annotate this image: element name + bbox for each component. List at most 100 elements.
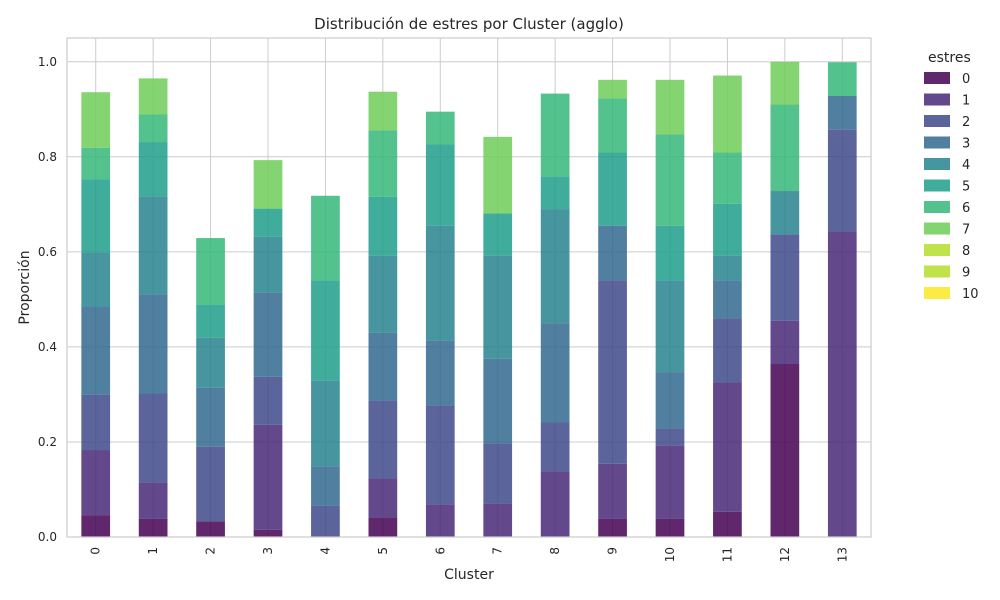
x-tick-label: 11	[720, 547, 734, 562]
x-tick-label: 8	[548, 547, 562, 555]
bar-segment-cluster-1-estres-0	[138, 518, 168, 537]
y-tick-label: 0.0	[38, 530, 57, 544]
bar-segment-cluster-10-estres-3	[655, 372, 685, 429]
bar-segment-cluster-8-estres-4	[540, 209, 570, 324]
bar-segment-cluster-8-estres-1	[540, 471, 570, 537]
bar-segment-cluster-5-estres-4	[368, 255, 398, 333]
legend-swatch	[924, 222, 950, 235]
bar-segment-cluster-4-estres-4	[311, 380, 340, 467]
bar-segment-cluster-12-estres-7	[770, 61, 800, 105]
bar-segment-cluster-0-estres-0	[81, 515, 111, 537]
bar-segment-cluster-9-estres-0	[598, 518, 627, 537]
legend-label: 2	[962, 115, 970, 130]
x-tick-label: 6	[433, 547, 447, 555]
legend-label: 8	[962, 244, 970, 259]
bar-segment-cluster-1-estres-1	[138, 482, 168, 519]
bar-segment-cluster-1-estres-5	[138, 142, 168, 197]
bar-segment-cluster-9-estres-2	[598, 280, 627, 464]
legend-label: 6	[962, 201, 970, 216]
bar-segment-cluster-3-estres-4	[253, 236, 283, 293]
bar-segment-cluster-13-estres-2	[827, 129, 857, 232]
bar-segment-cluster-8-estres-6	[540, 93, 570, 177]
bar-segment-cluster-12-estres-6	[770, 104, 800, 192]
bar-segment-cluster-2-estres-3	[196, 387, 225, 447]
bar-segment-cluster-10-estres-4	[655, 280, 685, 373]
legend-label: 9	[962, 266, 970, 281]
bar-segment-cluster-11-estres-7	[713, 75, 742, 153]
x-tick-label: 2	[204, 547, 218, 555]
y-tick-label: 0.6	[38, 245, 57, 259]
bar-segment-cluster-5-estres-0	[368, 517, 398, 537]
grid-lines	[67, 38, 871, 538]
bar-segment-cluster-1-estres-2	[138, 393, 168, 483]
legend-label: 1	[962, 94, 970, 109]
bar-segment-cluster-13-estres-1	[827, 231, 857, 537]
bar-segment-cluster-1-estres-6	[138, 114, 168, 143]
legend-swatch	[924, 136, 950, 149]
bar-segment-cluster-12-estres-4	[770, 191, 800, 235]
bar-segment-cluster-9-estres-1	[598, 463, 627, 519]
y-axis-label: Proporción	[17, 250, 33, 324]
bar-segment-cluster-8-estres-2	[540, 422, 570, 472]
bar-segment-cluster-3-estres-3	[253, 292, 283, 377]
bar-segment-cluster-0-estres-5	[81, 179, 111, 253]
bar-segment-cluster-1-estres-3	[138, 294, 168, 394]
bar-segment-cluster-0-estres-3	[81, 306, 111, 395]
bar-segment-cluster-2-estres-0	[196, 521, 225, 537]
bar-segment-cluster-7-estres-7	[483, 136, 513, 214]
bar-segment-cluster-0-estres-2	[81, 394, 111, 451]
bar-segment-cluster-10-estres-2	[655, 428, 685, 446]
bar-segment-cluster-2-estres-6	[196, 238, 225, 305]
bar-segment-cluster-7-estres-4	[483, 255, 513, 359]
legend-swatch	[924, 93, 950, 106]
y-tick-label: 0.2	[38, 435, 57, 449]
bar-segment-cluster-5-estres-2	[368, 400, 398, 479]
bar-segment-cluster-4-estres-5	[311, 280, 340, 381]
bar-segment-cluster-10-estres-6	[655, 134, 685, 226]
bar-segment-cluster-10-estres-5	[655, 225, 685, 281]
legend-swatch	[924, 72, 950, 84]
bar-segment-cluster-9-estres-6	[598, 98, 627, 153]
bar-segment-cluster-11-estres-5	[713, 203, 742, 256]
bar-segment-cluster-9-estres-5	[598, 152, 627, 226]
bar-segment-cluster-5-estres-7	[368, 91, 398, 131]
bar-segment-cluster-11-estres-0	[713, 511, 742, 537]
bar-segment-cluster-3-estres-7	[253, 160, 283, 209]
bar-segment-cluster-8-estres-5	[540, 176, 570, 210]
x-tick-label: 0	[89, 547, 103, 555]
y-tick-label: 1.0	[38, 55, 57, 69]
bar-segment-cluster-3-estres-0	[253, 529, 283, 537]
bar-segment-cluster-6-estres-2	[425, 405, 455, 505]
x-tick-label: 1	[146, 547, 160, 555]
bar-segment-cluster-10-estres-1	[655, 445, 685, 519]
legend-label: 0	[962, 72, 970, 87]
bar-segment-cluster-12-estres-1	[770, 320, 800, 365]
bar-segment-cluster-9-estres-7	[598, 79, 627, 99]
bar-segment-cluster-3-estres-2	[253, 376, 283, 425]
plot-frame	[66, 37, 872, 538]
bar-segment-cluster-7-estres-5	[483, 213, 513, 256]
bar-segment-cluster-6-estres-4	[425, 225, 455, 341]
legend-label: 7	[962, 223, 970, 238]
bar-segment-cluster-6-estres-3	[425, 340, 455, 406]
bar-segment-cluster-6-estres-5	[425, 144, 455, 226]
legend-swatch	[924, 265, 950, 278]
legend-swatch	[924, 287, 950, 299]
legend-label: 3	[962, 137, 970, 152]
bar-segment-cluster-5-estres-5	[368, 196, 398, 256]
legend-label: 5	[962, 180, 970, 195]
x-tick-label: 5	[376, 547, 390, 555]
x-tick-label: 7	[491, 547, 505, 555]
bar-segment-cluster-7-estres-3	[483, 358, 513, 444]
bar-segment-cluster-5-estres-3	[368, 332, 398, 401]
legend-swatch	[924, 158, 950, 170]
bar-segment-cluster-0-estres-6	[81, 147, 111, 180]
x-tick-labels: 0 1 2 3 4 5 6 7 8 9 10 11 12 13	[89, 547, 850, 562]
bar-segment-cluster-12-estres-0	[770, 364, 800, 537]
legend-swatch	[924, 115, 950, 127]
y-tick-label: 0.4	[38, 340, 57, 354]
bar-segment-cluster-11-estres-2	[713, 318, 742, 383]
bar-segment-cluster-2-estres-4	[196, 337, 225, 388]
